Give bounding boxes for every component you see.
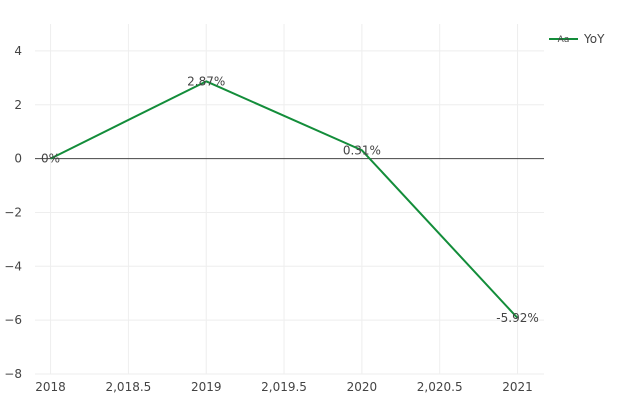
x-tick-label: 2021	[502, 380, 533, 394]
legend: Aa YoY	[549, 32, 605, 46]
y-tick-label: −2	[4, 205, 22, 219]
x-tick-label: 2019	[191, 380, 222, 394]
y-tick-label: −8	[4, 367, 22, 381]
label-layer: 0% 2.87% 0.31% -5.92%	[41, 74, 539, 325]
y-tick-label: 4	[14, 44, 22, 58]
legend-symbol-text: Aa	[558, 35, 570, 45]
y-tick-label: 2	[14, 98, 22, 112]
axis-layer: 2018 2,018.5 2019 2,019.5 2020 2,020.5 2021 −8 −…	[4, 44, 544, 394]
x-tick-label: 2018	[35, 380, 66, 394]
y-tick-label: −4	[4, 259, 22, 273]
y-tick-label: −6	[4, 313, 22, 327]
y-tick-label: 0	[14, 152, 22, 166]
data-label: 0.31%	[343, 143, 381, 157]
x-tick-label: 2,019.5	[261, 380, 307, 394]
x-tick-label: 2,018.5	[105, 380, 151, 394]
grid-layer	[35, 24, 544, 375]
series-line	[50, 80, 519, 319]
legend-label: YoY	[583, 32, 605, 46]
x-tick-label: 2020	[347, 380, 378, 394]
series-layer	[50, 80, 519, 319]
data-label: -5.92%	[496, 311, 538, 325]
data-label: 0%	[41, 152, 60, 166]
data-label: 2.87%	[187, 74, 225, 88]
x-tick-label: 2,020.5	[417, 380, 463, 394]
